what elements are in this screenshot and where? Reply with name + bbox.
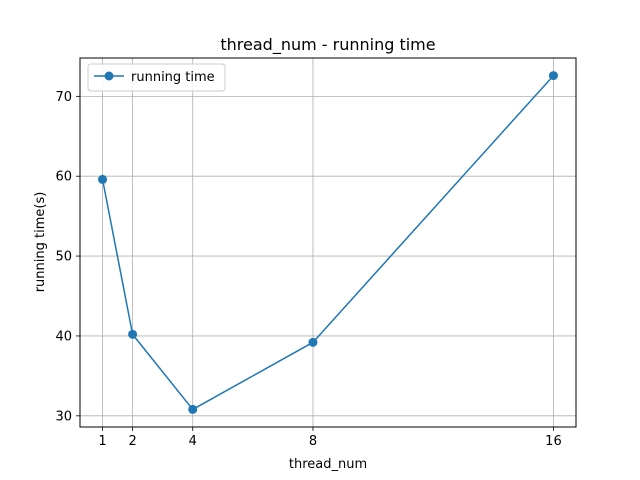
data-point [128, 329, 138, 339]
y-tick-label: 70 [55, 90, 72, 105]
data-point [308, 337, 318, 347]
legend-box [87, 63, 226, 92]
plot-frame [79, 57, 577, 428]
data-point [188, 404, 198, 414]
legend-series-label: running time [131, 70, 215, 85]
axis-tick-labels: 1 2 4 8 16 30 40 50 60 70 [55, 90, 561, 449]
legend-series-marker [104, 71, 114, 81]
y-tick-label: 60 [55, 170, 72, 185]
data-series [98, 71, 558, 414]
data-point [548, 71, 558, 81]
y-axis-label: running time(s) [33, 192, 48, 293]
x-tick-label: 16 [545, 434, 562, 449]
x-axis-label: thread_num [289, 457, 367, 472]
axis-ticks [76, 95, 554, 431]
y-tick-label: 30 [55, 409, 72, 424]
y-tick-label: 50 [55, 250, 72, 265]
y-tick-label: 40 [55, 329, 72, 344]
x-tick-label: 2 [128, 434, 136, 449]
x-tick-label: 4 [189, 434, 197, 449]
legend: running time [87, 63, 226, 92]
x-tick-label: 8 [309, 434, 317, 449]
grid-lines [80, 58, 576, 427]
data-point [98, 174, 108, 184]
chart-title: thread_num - running time [220, 35, 435, 55]
x-tick-label: 1 [98, 434, 106, 449]
